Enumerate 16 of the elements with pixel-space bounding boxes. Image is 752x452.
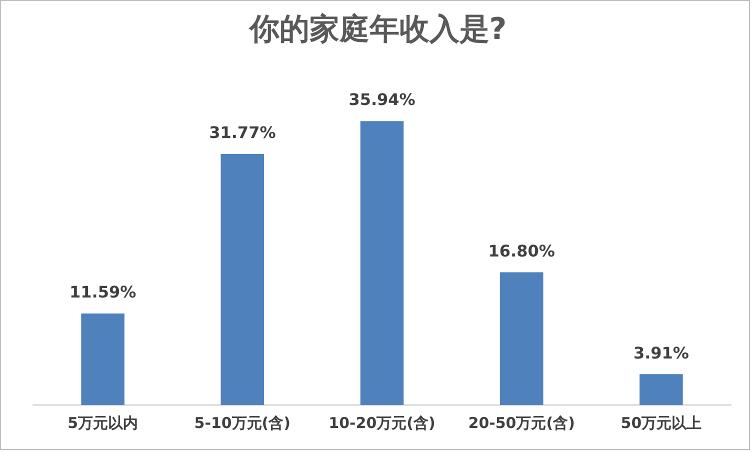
x-tick-label: 50万元以上	[620, 414, 702, 432]
data-label: 31.77%	[209, 123, 276, 142]
bar	[500, 272, 544, 405]
data-label: 3.91%	[633, 343, 689, 362]
bar	[640, 374, 683, 405]
data-label: 35.94%	[348, 90, 416, 110]
x-tick-label: 5万元以内	[68, 414, 138, 432]
bar	[81, 313, 124, 405]
x-tick-label: 20-50万元(含)	[468, 414, 575, 432]
x-tick-label: 5-10万元(含)	[194, 414, 291, 432]
data-label: 11.59%	[69, 282, 136, 302]
bar	[220, 154, 264, 405]
x-tick-label: 10-20万元(含)	[328, 414, 436, 432]
bar	[360, 121, 404, 405]
data-label: 16.80%	[488, 241, 555, 260]
chart-title: 你的家庭年收入是?	[247, 12, 507, 47]
